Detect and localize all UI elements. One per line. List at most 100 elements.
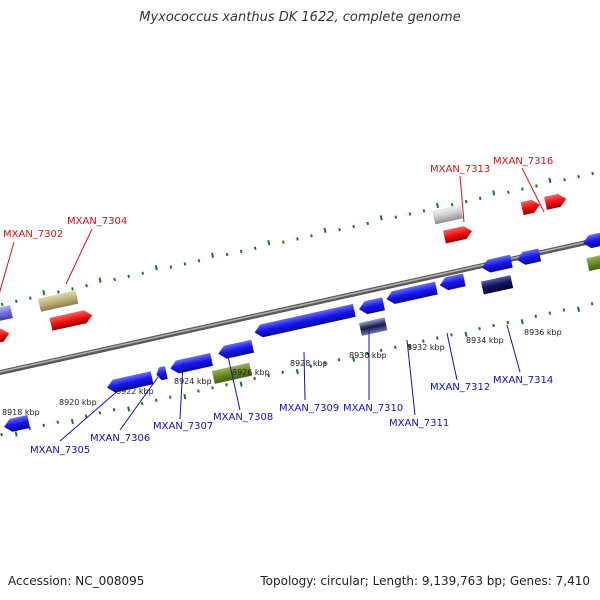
scale-tick-bottom [436,336,439,340]
scale-label: 8930 kbp [349,351,387,360]
scale-tick-top [98,277,102,283]
scale-tick-top [338,227,341,232]
scale-tick-bottom [534,314,538,318]
scale-tick-bottom [562,308,566,312]
scale-tick-top [29,296,32,300]
gene-mxan-7311-label: MXAN_7311 [389,418,449,429]
scale-label: 8918 kbp [2,408,40,417]
gene-mxan-7305-label: MXAN_7305 [30,445,90,456]
gene-mxan-7314-label: MXAN_7314 [493,375,553,386]
scale-tick-bottom [168,395,172,399]
scale-tick-bottom [98,411,102,415]
scale-tick-bottom [267,373,270,378]
scale-tick-top [577,174,580,179]
scale-tick-top [492,190,496,196]
gene-mxan-7309-label: MXAN_7309 [279,403,339,414]
scale-tick-top [197,259,201,263]
gene-right-edge-arrow [582,232,600,249]
scale-tick-top [239,249,243,254]
gene-mxan-7312-leader [446,332,458,381]
gene-mxan-7304-arrow [49,310,93,331]
scale-tick-top [464,199,468,204]
gene-mxan-7304-leader [65,228,93,285]
scale-tick-top [57,290,60,294]
scale-tick-bottom [112,408,116,412]
scale-tick-bottom [239,381,243,387]
scale-tick-bottom [323,361,327,365]
scale-tick-top [450,203,454,207]
scale-tick-top [591,171,594,176]
scale-tick-bottom [154,398,158,403]
scale-tick-bottom [84,414,88,418]
scale-tick-bottom [492,323,495,328]
gene-mxan-7302-arrow [0,328,10,346]
gene-mxan-7306-arrow [156,365,168,381]
scale-tick-top [183,262,187,266]
scale-tick-top [422,209,426,213]
gene-mxan-7312-label: MXAN_7312 [430,382,490,393]
scale-tick-top [435,202,439,209]
scale-label: 8932 kbp [407,343,445,352]
scale-tick-bottom [225,383,228,387]
scale-tick-bottom [478,326,481,331]
scale-tick-top [521,187,524,191]
gene-mxan-7316a-arrow [520,199,541,216]
gene-mxan-7306-leader [119,376,159,431]
scale-label: 8922 kbp [116,387,154,396]
genome-backbone-highlight [0,213,600,398]
scale-tick-top [154,265,158,271]
scale-label: 8924 kbp [174,377,212,386]
scale-tick-top [394,215,398,219]
scale-tick-bottom [450,333,453,337]
scale-tick-bottom [548,311,552,315]
scale-tick-top [408,212,412,216]
gene-mxan-7313-arrow [442,225,473,244]
gene-mxan-7307-leader [179,362,184,420]
scale-tick-bottom [42,423,46,427]
gene-mxan-7308-arrow [218,339,255,359]
gene-mxan-7313-leader [459,175,465,223]
scale-tick-bottom [14,431,18,437]
gene-forward-lavender [0,304,14,325]
scale-tick-top [267,240,271,246]
scale-tick-top [14,299,18,303]
scale-tick-top [169,265,173,269]
accession-text: Accession: NC_008095 [8,574,145,588]
gene-mxan-7316-label: MXAN_7316 [493,156,553,167]
scale-tick-top [352,224,355,229]
gene-mxan-7316b-arrow [543,193,567,211]
scale-tick-top [366,221,370,226]
scale-tick-bottom [422,339,425,343]
gene-mxan-7314a-arrow [481,254,514,273]
gene-right-edge-box [586,253,600,272]
scale-tick-bottom [295,368,299,375]
scale-tick-bottom [506,320,509,325]
scale-tick-bottom [408,344,412,350]
scale-tick-top [310,234,313,238]
gene-mxan-7307-arrow [170,352,214,374]
gene-mxan-7310-box [358,317,388,337]
scale-label: 8920 kbp [59,398,97,407]
scale-tick-top [507,190,510,194]
scale-tick-bottom [379,348,383,353]
scale-tick-top [323,227,327,233]
scale-tick-top [253,246,257,250]
gene-mxan-7311-arrow [386,281,439,305]
genome-title: Myxococcus xanthus DK 1622, complete gen… [139,10,461,25]
gene-mxan-7311-leader [406,339,416,416]
scale-tick-bottom [393,345,397,350]
gene-mxan-7305-arrow [106,371,154,393]
scale-label: 8928 kbp [290,359,328,368]
scale-tick-top [282,240,285,244]
gene-mxan-7310-label: MXAN_7310 [343,403,403,414]
scale-label: 8936 kbp [524,328,562,337]
scale-tick-top [85,284,88,288]
scale-tick-bottom [56,420,60,424]
gene-mxan-7305-leader [59,381,129,442]
scale-tick-bottom [337,358,341,362]
gene-mxan-7314-leader [506,324,521,373]
scale-tick-bottom [281,370,285,374]
scale-label: 8926 kbp [232,368,270,377]
scale-tick-bottom [464,331,468,337]
